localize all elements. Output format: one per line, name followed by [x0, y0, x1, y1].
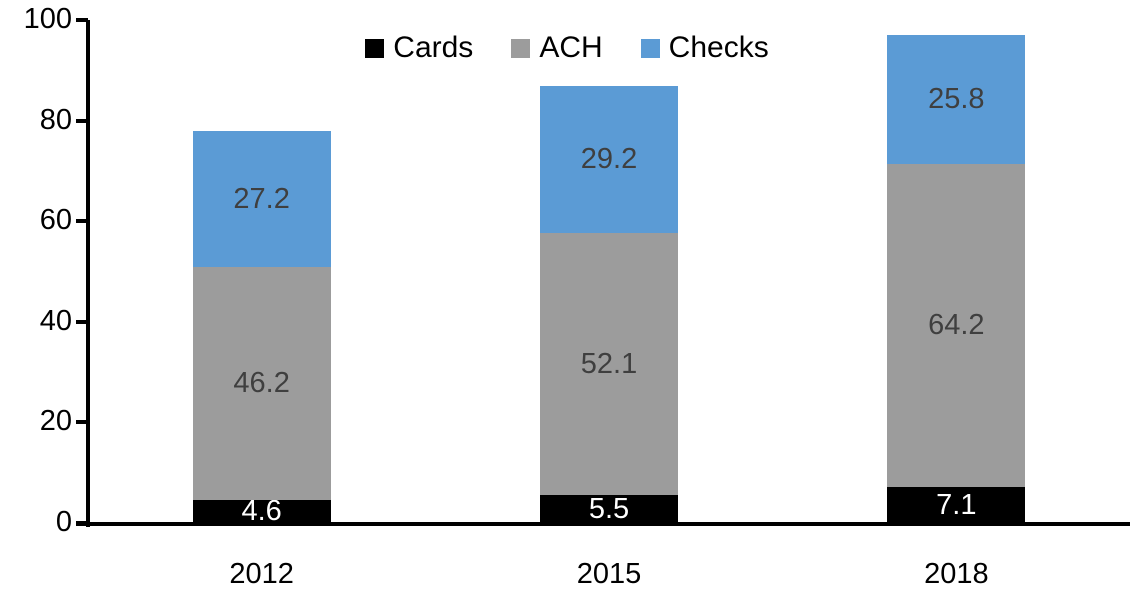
legend-label: Checks — [668, 31, 769, 64]
data-label-checks-2018: 25.8 — [928, 82, 985, 115]
legend: Cards ACH Checks — [0, 33, 1134, 63]
y-axis-tick — [76, 219, 88, 224]
y-axis-tick-label: 80 — [39, 103, 72, 136]
bar-segment-checks-2012 — [192, 130, 331, 268]
y-axis-tick-label: 40 — [39, 304, 72, 337]
data-label-ach-2015: 52.1 — [580, 347, 638, 380]
bar-segment-ach-2012 — [192, 267, 331, 500]
legend-label: ACH — [539, 31, 603, 64]
bar-segment-ach-2015 — [540, 233, 678, 496]
y-axis-tick — [76, 18, 88, 22]
x-axis-line — [76, 522, 1130, 526]
legend-swatch-checks — [640, 38, 660, 58]
x-axis-category-label: 2015 — [576, 558, 642, 590]
bar-segment-cards-2018 — [887, 487, 1026, 523]
bar-segment-cards-2012 — [192, 499, 331, 523]
bar-segment-checks-2018 — [887, 34, 1026, 165]
y-axis-tick — [76, 118, 88, 123]
data-label-ach-2012: 46.2 — [233, 367, 290, 400]
y-axis-tick-label: 60 — [39, 204, 72, 237]
data-label-cards-2015: 5.5 — [588, 492, 630, 525]
y-axis-tick-label: 100 — [23, 3, 72, 35]
legend-swatch-cards — [365, 38, 385, 58]
legend-item-cards: Cards — [365, 33, 473, 63]
y-axis-tick — [76, 319, 88, 324]
x-axis-category-label: 2012 — [229, 558, 294, 590]
legend-label: Cards — [393, 31, 474, 64]
x-axis-category-label: 2018 — [924, 558, 989, 590]
bar-segment-ach-2018 — [887, 164, 1026, 488]
legend-item-checks: Checks — [640, 31, 769, 64]
legend-swatch-ach — [511, 38, 531, 58]
y-axis-tick — [76, 521, 88, 525]
data-label-ach-2018: 64.2 — [928, 309, 985, 342]
y-axis-tick-label: 0 — [55, 506, 72, 538]
data-label-cards-2018: 7.1 — [936, 488, 977, 521]
bar-segment-cards-2015 — [540, 495, 678, 523]
y-axis-line — [86, 20, 90, 527]
data-label-checks-2015: 29.2 — [580, 143, 638, 176]
data-label-checks-2012: 27.2 — [233, 182, 290, 215]
y-axis-tick — [76, 420, 88, 425]
bar-segment-checks-2015 — [540, 86, 678, 234]
y-axis-tick-label: 20 — [39, 405, 72, 438]
legend-item-ach: ACH — [511, 31, 603, 64]
data-label-cards-2012: 4.6 — [241, 494, 282, 527]
